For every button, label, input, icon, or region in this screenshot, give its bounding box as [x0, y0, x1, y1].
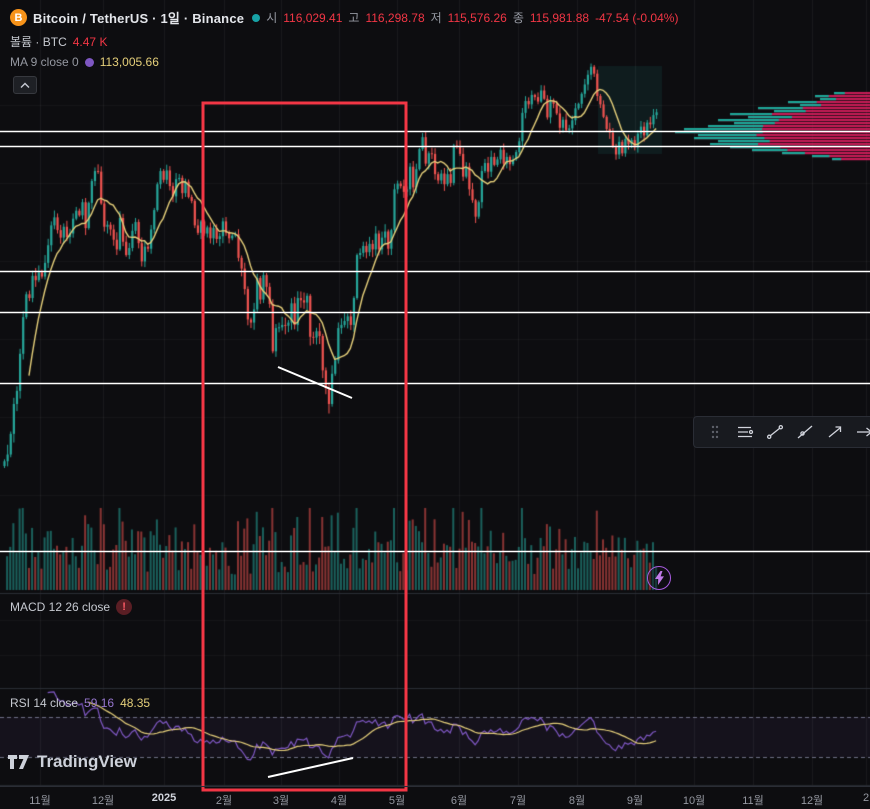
ma-legend: MA 9 close 0 113,005.66	[10, 55, 159, 69]
close-label: 종	[512, 11, 524, 25]
toolbar-arrow-line-button[interactable]	[822, 419, 848, 445]
time-axis-label: 12월	[91, 795, 115, 807]
trendline-icon	[766, 424, 784, 440]
rsi-legend-label: RSI 14 close	[10, 696, 79, 710]
time-axis-label: 4월	[330, 795, 348, 807]
close-value: 115,981.88	[529, 10, 590, 25]
time-axis-label: 2	[862, 792, 870, 804]
open-value: 116,029.41	[283, 10, 343, 25]
ma-legend-label: MA 9 close 0	[10, 55, 79, 69]
toolbar-drag-handle[interactable]	[702, 419, 728, 445]
time-axis-label: 11월	[742, 795, 764, 807]
arrow-line-icon	[828, 426, 842, 438]
line-tools-icon	[738, 426, 754, 438]
macd-error-badge[interactable]: !	[116, 599, 133, 615]
time-axis-label: 6월	[450, 795, 468, 807]
chevron-up-icon	[20, 82, 30, 88]
collapse-legend-button[interactable]	[13, 76, 37, 94]
drawing-toolbar	[693, 416, 870, 448]
symbol-header: B Bitcoin / TetherUS · 1일 · Binance 시 11…	[10, 8, 678, 27]
symbol-title[interactable]: Bitcoin / TetherUS · 1일 · Binance	[33, 11, 245, 26]
low-value: 115,576.26	[447, 10, 507, 25]
toolbar-trendline-button[interactable]	[762, 419, 788, 445]
time-axis-label: 9월	[626, 795, 644, 807]
rsi-legend: RSI 14 close 59.16 48.35	[10, 696, 150, 710]
rsi-ma-value: 48.35	[120, 696, 151, 710]
tradingview-logo[interactable]: TradingView	[8, 752, 137, 772]
lightning-button[interactable]	[647, 566, 671, 590]
time-axis-label: 8월	[568, 795, 586, 807]
time-axis-label: 12월	[800, 795, 824, 807]
volume-legend: 볼륨 · BTC 4.47 K	[10, 33, 107, 50]
red-rectangle-annotation[interactable]	[201, 101, 408, 792]
time-axis-label: 11월	[29, 795, 51, 807]
time-axis-label: 2025	[151, 792, 177, 804]
volume-legend-value: 4.47 K	[72, 34, 108, 49]
toolbar-line-tools-button[interactable]	[732, 419, 758, 445]
toolbar-extend-arrow-button[interactable]	[852, 419, 870, 445]
tradingview-logo-icon	[8, 755, 29, 769]
time-axis-label: 2월	[215, 795, 233, 807]
high-label: 고	[348, 11, 360, 25]
time-axis[interactable]: 11월 12월 2025 2월 3월 4월 5월 6월 7월 8월 9월 10월 11월 12월 2	[0, 786, 870, 809]
rsi-value: 59.16	[84, 696, 115, 710]
ray-icon	[797, 425, 813, 439]
ma-legend-value: 113,005.66	[99, 55, 159, 69]
extend-arrow-icon	[857, 427, 870, 437]
change-value: -47.54 (-0.04%)	[595, 10, 679, 25]
trendline-annotation[interactable]	[267, 757, 354, 778]
volume-legend-label: 볼륨 · BTC	[10, 35, 67, 49]
indicator-dot-icon[interactable]	[84, 57, 94, 67]
lightning-icon	[654, 571, 664, 585]
market-status-icon[interactable]	[252, 13, 261, 22]
time-axis-label: 3월	[272, 795, 290, 807]
macd-legend: MACD 12 26 close !	[10, 599, 133, 615]
drag-handle-icon	[711, 425, 719, 439]
time-axis-label: 10월	[682, 795, 706, 807]
bitcoin-logo-icon: B	[10, 9, 27, 26]
trendline-annotation[interactable]	[277, 366, 353, 399]
toolbar-ray-button[interactable]	[792, 419, 818, 445]
open-label: 시	[266, 11, 278, 25]
time-axis-label: 5월	[388, 795, 406, 807]
tradingview-logo-text: TradingView	[37, 752, 137, 771]
low-label: 저	[430, 11, 442, 25]
macd-legend-label: MACD 12 26 close	[10, 600, 111, 614]
high-value: 116,298.78	[365, 10, 425, 25]
time-axis-label: 7월	[509, 795, 527, 807]
